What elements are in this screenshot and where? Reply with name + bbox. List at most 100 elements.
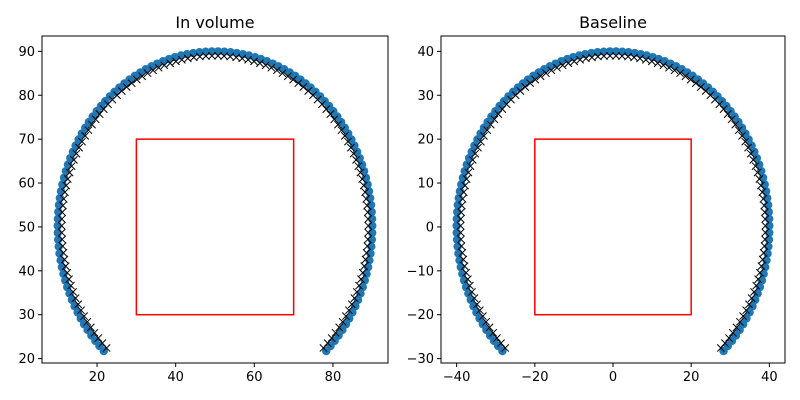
x-marker-point xyxy=(364,215,373,223)
x-marker-point xyxy=(86,323,95,332)
circle-point xyxy=(755,282,765,292)
x-marker-point xyxy=(473,300,481,309)
x-marker-point xyxy=(154,63,163,72)
x-marker-point xyxy=(576,55,585,64)
x-marker-point xyxy=(457,242,466,251)
x-marker-point xyxy=(60,188,69,197)
x-marker-point xyxy=(659,61,668,70)
x-marker-point xyxy=(177,55,186,64)
x-marker-point xyxy=(363,208,372,217)
x-marker-point xyxy=(734,126,743,135)
x-marker-point xyxy=(132,75,141,84)
x-marker-point xyxy=(66,281,75,290)
x-marker-point xyxy=(74,300,83,309)
x-marker-point xyxy=(478,312,487,321)
x-marker-point xyxy=(335,323,344,332)
x-marker-point xyxy=(60,255,69,264)
x-marker-point xyxy=(486,120,495,129)
circle-point xyxy=(358,282,367,292)
x-marker-point xyxy=(456,215,465,223)
x-marker-point xyxy=(459,188,468,197)
x-marker-point xyxy=(742,306,751,315)
x-marker-point xyxy=(360,262,369,271)
x-tick-label: −40 xyxy=(443,370,470,385)
x-tick-label: 0 xyxy=(609,370,617,385)
x-marker-point xyxy=(319,344,328,352)
x-marker-point xyxy=(758,188,767,197)
x-marker-point xyxy=(647,57,656,66)
red-rectangle xyxy=(534,138,692,316)
circle-point xyxy=(461,282,471,292)
x-marker-point xyxy=(362,194,371,203)
circle-point xyxy=(357,160,367,169)
x-marker-point xyxy=(747,294,756,303)
circle-point xyxy=(355,153,364,163)
x-marker-point xyxy=(759,194,768,203)
x-marker-point xyxy=(294,79,303,88)
x-marker-point xyxy=(58,235,67,244)
x-marker-point xyxy=(735,317,744,326)
x-marker-point xyxy=(475,306,484,315)
x-marker-point xyxy=(95,110,104,119)
x-marker-point xyxy=(457,201,466,210)
x-marker-point xyxy=(558,61,567,70)
circle-point xyxy=(464,289,473,298)
y-tick-label: 50 xyxy=(18,220,35,235)
x-marker-point xyxy=(761,228,770,237)
panel-in-volume: In volume 20 40 60 80 20 30 40 50 60 70 80 90 xyxy=(18,13,389,385)
x-marker-point xyxy=(531,75,540,84)
x-marker-point xyxy=(340,131,349,140)
x-marker-point xyxy=(741,137,750,146)
y-tick-label: 20 xyxy=(18,352,35,367)
x-marker-point xyxy=(691,79,700,88)
x-marker-point xyxy=(761,235,770,244)
x-marker-point xyxy=(761,221,770,230)
x-marker-point xyxy=(69,155,78,164)
x-marker-point xyxy=(77,306,85,315)
x-tick-label: 60 xyxy=(246,370,263,385)
x-marker-point xyxy=(564,59,573,68)
circle-point xyxy=(352,147,362,157)
x-marker-point xyxy=(760,201,769,210)
x-marker-point xyxy=(460,262,469,271)
x-marker-point xyxy=(357,275,365,284)
x-marker-point xyxy=(220,52,229,61)
x-marker-point xyxy=(731,120,740,129)
x-marker-point xyxy=(459,255,468,264)
x-marker-point xyxy=(143,69,152,78)
x-marker-point xyxy=(490,115,499,124)
x-marker-point xyxy=(696,83,705,91)
x-marker-point xyxy=(456,235,465,244)
x-marker-point xyxy=(473,143,482,152)
x-marker-point xyxy=(91,115,100,124)
x-marker-point xyxy=(749,155,758,164)
x-marker-point xyxy=(476,137,485,146)
red-rectangle xyxy=(135,138,295,316)
x-marker-point xyxy=(686,75,695,84)
x-marker-point xyxy=(327,334,336,342)
circle-point xyxy=(65,289,74,298)
x-marker-point xyxy=(745,300,753,309)
x-marker-point xyxy=(599,52,608,61)
y-tick-label: 20 xyxy=(417,133,434,148)
x-marker-point xyxy=(58,208,67,217)
y-tick-label: 40 xyxy=(417,45,434,60)
x-marker-point xyxy=(346,143,355,152)
x-marker-point xyxy=(341,312,350,321)
x-marker-point xyxy=(283,72,292,81)
circle-point xyxy=(469,302,478,311)
x-marker-point xyxy=(725,334,733,342)
circle-point xyxy=(466,295,476,305)
x-tick-label: −20 xyxy=(521,370,548,385)
x-marker-point xyxy=(727,115,736,124)
x-marker-point xyxy=(758,255,767,264)
title-in-volume: In volume xyxy=(175,13,254,32)
x-marker-point xyxy=(570,57,579,66)
x-marker-point xyxy=(746,149,755,158)
title-baseline: Baseline xyxy=(579,13,647,32)
x-marker-point xyxy=(471,149,480,158)
x-marker-point xyxy=(127,79,136,88)
x-marker-point xyxy=(728,328,737,337)
circle-point xyxy=(70,302,79,311)
